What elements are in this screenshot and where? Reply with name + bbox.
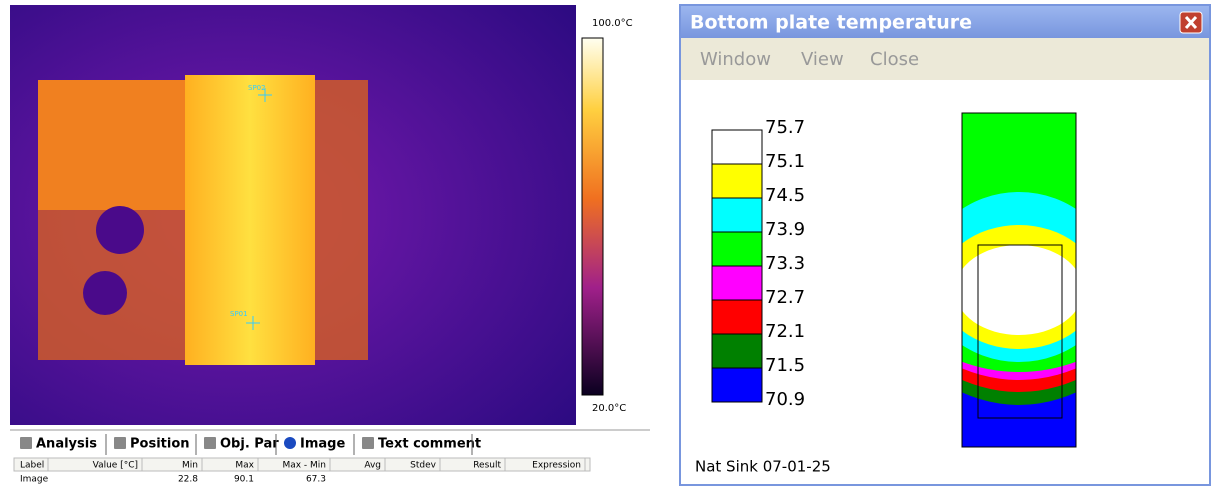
tab[interactable]: Obj. Par: [220, 437, 279, 452]
footer: Nat Sink 07-01-25: [695, 458, 831, 476]
tab-icon: [114, 437, 126, 449]
cell: Image: [20, 475, 49, 485]
legend-level: 72.1: [765, 321, 805, 342]
column-header: Max: [235, 461, 254, 471]
tab-icon: [284, 437, 296, 449]
legend-swatch: [711, 333, 763, 369]
spot-label: SP01: [230, 310, 248, 318]
tab[interactable]: Image: [300, 437, 345, 452]
legend-swatch: [711, 265, 763, 301]
colorbar: [581, 37, 604, 396]
contour-band: [962, 245, 1076, 335]
hole: [83, 271, 127, 315]
hole: [96, 206, 144, 254]
title-bar: [681, 6, 1209, 38]
column-header: Value [°C]: [93, 461, 138, 471]
legend-level: 74.5: [765, 185, 805, 206]
column-header: Expression: [532, 461, 581, 471]
column-header: Max - Min: [282, 461, 326, 471]
legend-level: 75.7: [765, 117, 805, 138]
legend-level: 73.9: [765, 219, 805, 240]
colorbar-max: 100.0°C: [592, 18, 633, 29]
table-header: [13, 457, 591, 472]
window: [679, 4, 1211, 486]
menu-item[interactable]: View: [801, 49, 844, 70]
legend-level: 71.5: [765, 355, 805, 376]
legend-level: 72.7: [765, 287, 805, 308]
spot-label: SP02: [248, 84, 266, 92]
window-title: Bottom plate temperature: [690, 12, 972, 34]
tab-icon: [20, 437, 32, 449]
tab[interactable]: Analysis: [36, 437, 97, 452]
colorbar-min: 20.0°C: [592, 403, 626, 414]
column-header: Result: [473, 461, 501, 471]
plate-outline: [961, 112, 1077, 448]
legend-swatch: [711, 197, 763, 233]
source-outline: [977, 244, 1063, 419]
column-header: Label: [20, 461, 44, 471]
legend-swatch: [711, 231, 763, 267]
cell: 67.3: [306, 475, 326, 485]
close-icon: [1184, 15, 1198, 30]
tab[interactable]: Text comment: [378, 437, 481, 452]
column-header: Min: [182, 461, 198, 471]
heatsink: [185, 75, 315, 365]
column-header: Avg: [364, 461, 381, 471]
legend-level: 75.1: [765, 151, 805, 172]
cell: 90.1: [234, 475, 254, 485]
column-header: Stdev: [410, 461, 436, 471]
menu-item[interactable]: Window: [700, 49, 771, 70]
legend-swatch: [711, 163, 763, 199]
legend-swatch: [711, 367, 763, 403]
menu-item[interactable]: Close: [870, 49, 919, 70]
tab-icon: [204, 437, 216, 449]
legend-swatch: [711, 129, 763, 165]
cell: 22.8: [178, 475, 198, 485]
tab[interactable]: Position: [130, 437, 190, 452]
legend-level: 70.9: [765, 389, 805, 410]
tab-icon: [362, 437, 374, 449]
legend-swatch: [711, 299, 763, 335]
board-hot: [38, 80, 198, 210]
legend-level: 73.3: [765, 253, 805, 274]
menu-bar: [681, 38, 1209, 80]
